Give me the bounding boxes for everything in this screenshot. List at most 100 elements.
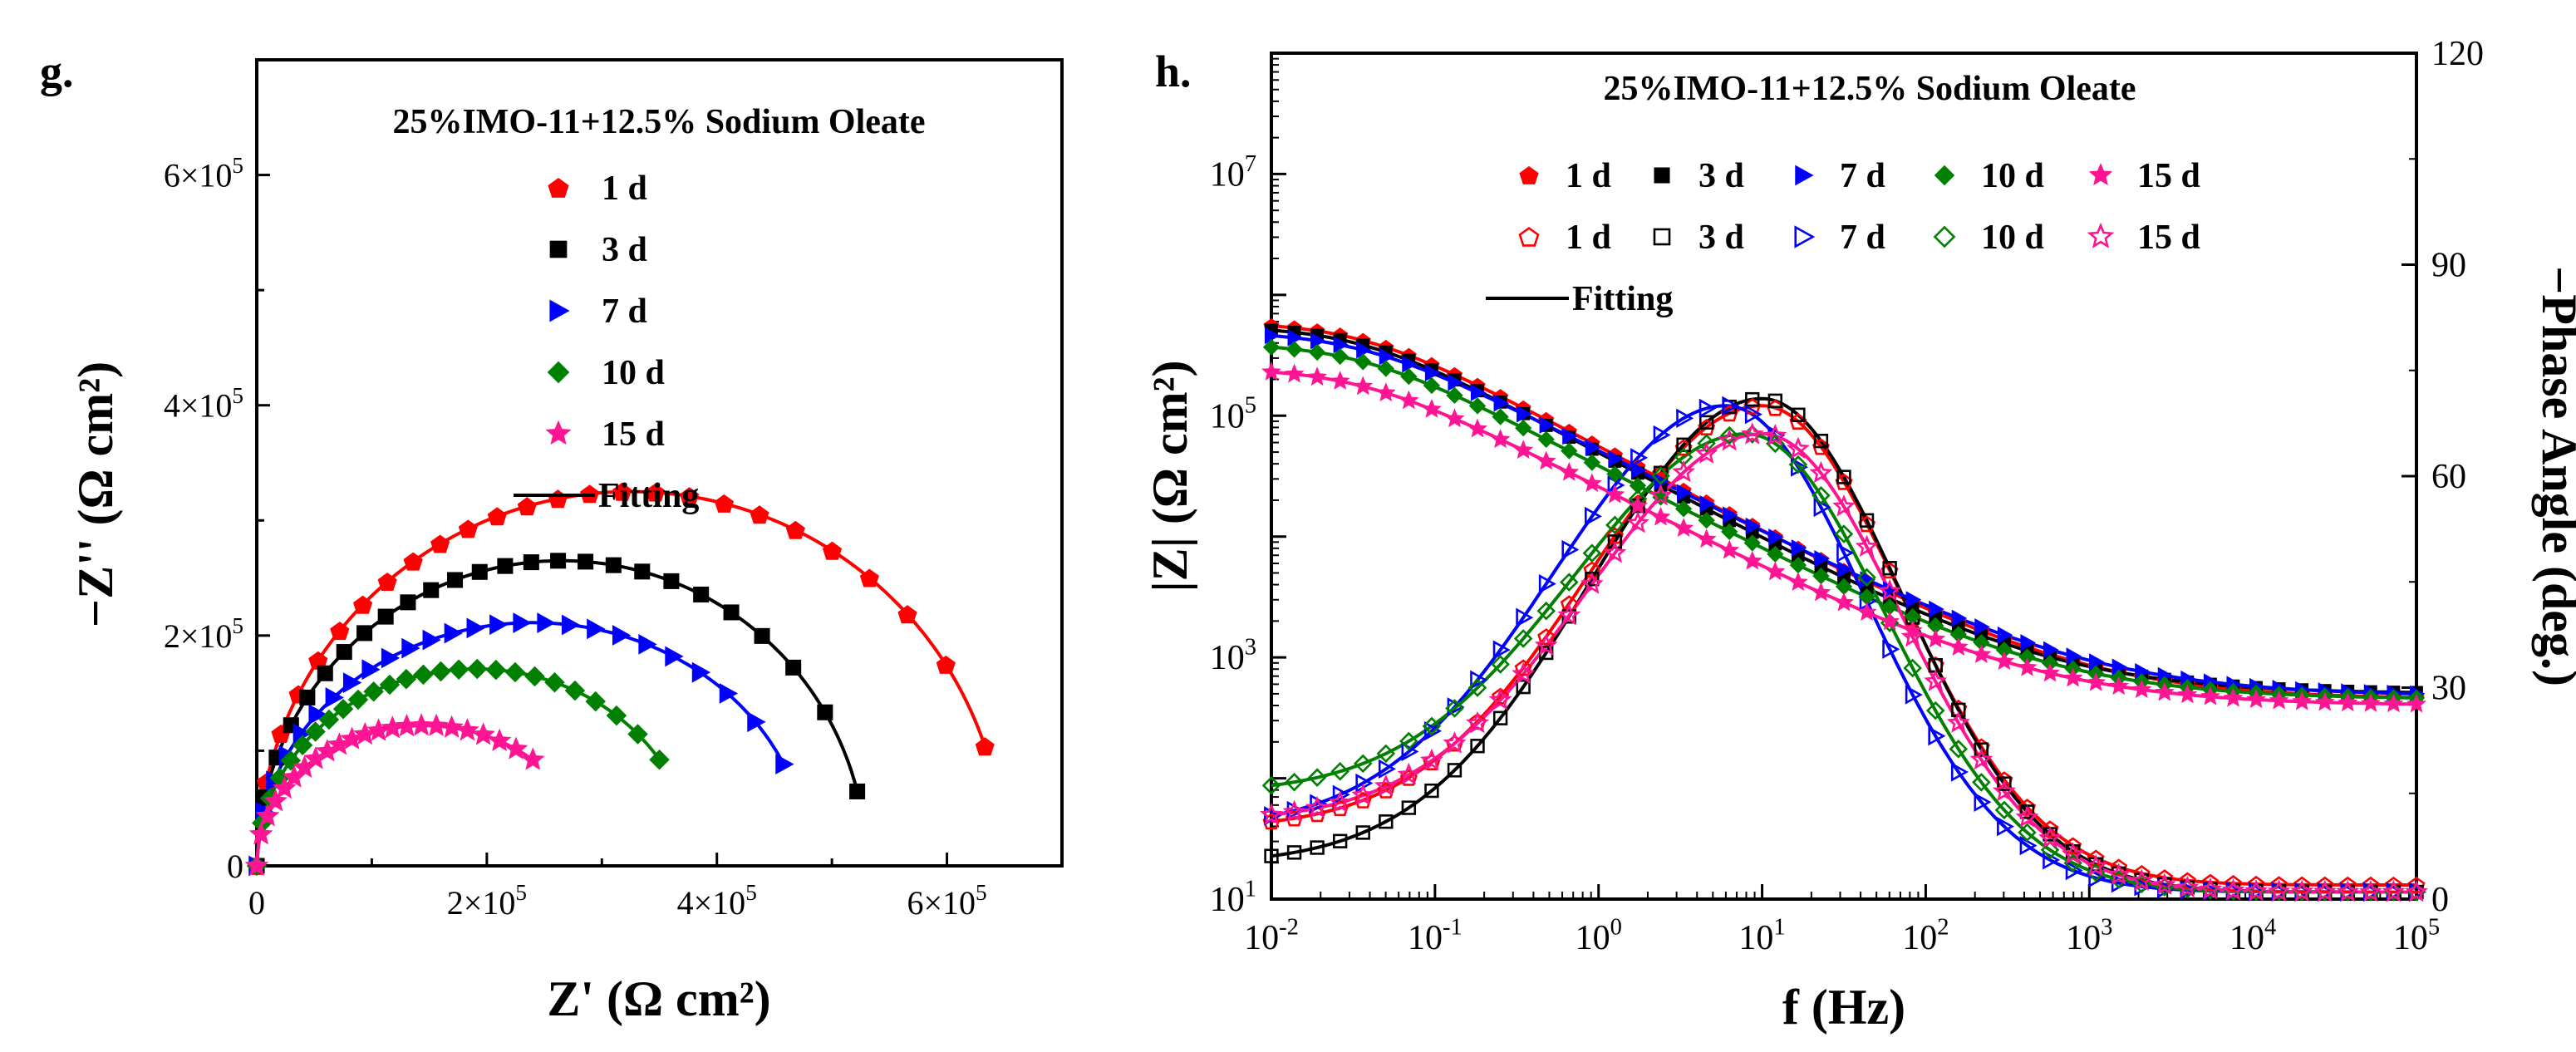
bode-phase-point-1-d (2293, 876, 2311, 893)
nyquist-point-10-d (504, 661, 526, 683)
bode-phase-point-3-d (1813, 433, 1829, 449)
bode-modulus-fit-15-d (1271, 370, 2417, 706)
nyquist-chart-title: 25%IMO-11+12.5% Sodium Oleate (392, 103, 925, 141)
bode-phase-point-10-d (1376, 744, 1396, 764)
bode-phase-point-10-d (1949, 740, 1969, 759)
bode-phase-point-1-d (1537, 628, 1556, 646)
bode-x-tick-label: 105 (2393, 914, 2440, 957)
bode-legend-marker-phase-3-d (1653, 228, 1671, 246)
bode-phase-point-15-d (1305, 795, 1330, 818)
bode-phase-point-10-d (1925, 701, 1945, 720)
bode-phase-point-3-d (1286, 845, 1302, 860)
nyquist-point-7-d (513, 612, 532, 634)
nyquist-point-3-d (299, 689, 316, 705)
nyquist-x-tick-label: 0 (248, 884, 265, 922)
bode-phase-point-15-d (2175, 875, 2200, 898)
bode-phase-point-3-d (1745, 391, 1760, 407)
bode-phase-point-3-d (1447, 763, 1463, 778)
bode-phase-point-3-d (1516, 679, 1531, 695)
nyquist-point-15-d (424, 713, 449, 736)
bode-phase-point-7-d (1722, 396, 1740, 416)
bode-modulus-point-10-d (1629, 477, 1647, 494)
bode-modulus-point-15-d (2360, 692, 2381, 712)
bode-phase-point-3-d (1791, 407, 1806, 422)
bode-phase-point-3-d (1333, 833, 1348, 848)
bode-modulus-point-7-d (1814, 550, 1830, 568)
bode-phase-point-15-d (2107, 863, 2131, 885)
bode-phase-point-10-d (1353, 754, 1373, 774)
bode-phase-point-3-d (1492, 710, 1508, 725)
bode-phase-point-15-d (2038, 826, 2062, 848)
bode-phase-point-15-d (1649, 484, 1673, 506)
bode-legend-marker-phase-1-d (1518, 226, 1540, 247)
bode-phase-point-1-d (1377, 781, 1395, 799)
bode-modulus-point-15-d (2292, 691, 2313, 710)
bode-phase-point-10-d (1307, 768, 1327, 787)
nyquist-point-7-d (587, 618, 606, 640)
bode-phase-point-1-d (1514, 659, 1532, 676)
nyquist-point-15-d (440, 715, 464, 738)
bode-x-tick-label: 104 (2229, 914, 2276, 957)
bode-phase-point-1-d (2064, 837, 2082, 854)
bode-phase-point-3-d (1470, 739, 1485, 754)
nyquist-point-3-d (336, 644, 352, 661)
bode-x-tick-label: 10-1 (1408, 914, 1463, 957)
bode-phase-point-15-d (1488, 687, 1512, 710)
nyquist-point-10-d (564, 680, 586, 701)
bode-phase-point-15-d (2130, 868, 2154, 892)
bode-phase-point-1-d (2362, 876, 2380, 893)
nyquist-point-10-d (363, 681, 384, 702)
nyquist-point-10-d (627, 724, 648, 745)
bode-modulus-point-7-d (1539, 416, 1556, 434)
bode-phase-point-10-d (1903, 658, 1922, 678)
bode-legend-marker-modulus-1-d (1519, 165, 1539, 184)
bode-phase-point-15-d (1740, 422, 1764, 445)
bode-modulus-point-15-d (1490, 429, 1511, 449)
panel-g-label: g. (40, 47, 74, 96)
nyquist-point-3-d (523, 554, 539, 571)
bode-modulus-point-15-d (2086, 671, 2107, 691)
bode-phase-point-15-d (1969, 747, 1993, 770)
bode-phase-point-3-d (1698, 415, 1714, 430)
bode-legend-label-3-d: 3 d (1698, 157, 1744, 195)
bode-phase-point-10-d (1422, 716, 1442, 736)
bode-phase-point-10-d (1330, 762, 1349, 781)
bode-phase-point-10-d (1536, 601, 1556, 621)
nyquist-point-15-d (504, 736, 528, 760)
bode-phase-point-7-d (1630, 448, 1649, 468)
bode-modulus-point-7-d (1677, 484, 1693, 502)
bode-modulus-point-7-d (1470, 384, 1487, 401)
bode-modulus-point-10-d (1308, 343, 1326, 361)
nyquist-point-1-d (458, 519, 478, 538)
bode-data-points (1260, 317, 2428, 902)
bode-phase-point-15-d (1718, 428, 1742, 451)
bode-phase-point-15-d (2267, 879, 2291, 902)
bode-legend-label-10-d: 10 d (1981, 157, 2044, 195)
nyquist-point-15-d (487, 728, 512, 751)
bode-phase-point-3-d (1561, 609, 1576, 624)
bode-phase-point-10-d (1972, 773, 1991, 792)
nyquist-legend-label-15-d: 15 d (602, 415, 665, 454)
nyquist-legend-marker-10-d (547, 361, 570, 384)
bode-phase-point-15-d (1534, 633, 1558, 656)
bode-modulus-point-15-d (2154, 681, 2175, 701)
bode-modulus-point-15-d (1696, 528, 1717, 548)
nyquist-point-7-d (638, 633, 657, 655)
bode-modulus-point-7-d (1585, 439, 1601, 456)
bode-phase-point-15-d (2199, 877, 2222, 900)
nyquist-point-7-d (719, 683, 739, 704)
nyquist-point-10-d (379, 674, 401, 696)
bode-phase-point-7-d (1653, 425, 1671, 445)
nyquist-point-1-d (859, 568, 879, 587)
nyquist-point-7-d (561, 614, 581, 636)
bode-phase-point-3-d (1607, 534, 1623, 549)
bode-phase-point-7-d (1698, 398, 1717, 419)
bode-modulus-point-7-d (2043, 641, 2059, 659)
bode-phase-point-15-d (2336, 879, 2360, 902)
nyquist-fit-lines (255, 489, 987, 867)
bode-phase-point-15-d (1419, 748, 1443, 771)
bode-modulus-point-15-d (2338, 692, 2358, 712)
bode-modulus-point-10-d (1721, 523, 1738, 540)
bode-modulus-point-15-d (1375, 382, 1396, 402)
